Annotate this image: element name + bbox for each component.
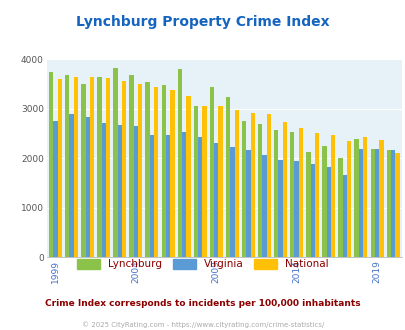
Bar	[186, 96, 190, 257]
Bar	[346, 141, 350, 257]
Bar	[202, 106, 206, 257]
Bar	[246, 150, 250, 257]
Bar	[193, 106, 198, 257]
Bar	[273, 130, 278, 257]
Bar	[342, 175, 346, 257]
Bar	[290, 132, 294, 257]
Bar	[161, 85, 166, 257]
Bar	[250, 113, 254, 257]
Text: Crime Index corresponds to incidents per 100,000 inhabitants: Crime Index corresponds to incidents per…	[45, 299, 360, 308]
Bar	[85, 117, 90, 257]
Bar	[298, 128, 303, 257]
Bar	[145, 82, 149, 257]
Bar	[65, 75, 69, 257]
Bar	[266, 115, 271, 257]
Bar	[326, 167, 330, 257]
Bar	[241, 121, 246, 257]
Bar	[133, 126, 138, 257]
Bar	[390, 150, 394, 257]
Bar	[305, 152, 310, 257]
Bar	[330, 135, 335, 257]
Bar	[58, 79, 62, 257]
Bar	[181, 132, 186, 257]
Bar	[310, 164, 314, 257]
Bar	[230, 147, 234, 257]
Bar	[198, 137, 202, 257]
Bar	[386, 150, 390, 257]
Bar	[354, 139, 358, 257]
Bar	[90, 77, 94, 257]
Bar	[362, 137, 367, 257]
Bar	[69, 115, 74, 257]
Bar	[225, 97, 230, 257]
Bar	[234, 110, 238, 257]
Bar	[149, 135, 154, 257]
Bar	[129, 75, 133, 257]
Bar	[166, 135, 170, 257]
Bar	[370, 149, 374, 257]
Bar	[170, 90, 174, 257]
Bar	[378, 140, 383, 257]
Legend: Lynchburg, Virginia, National: Lynchburg, Virginia, National	[72, 255, 333, 274]
Bar	[122, 81, 126, 257]
Text: © 2025 CityRating.com - https://www.cityrating.com/crime-statistics/: © 2025 CityRating.com - https://www.city…	[82, 322, 323, 328]
Bar	[262, 155, 266, 257]
Bar	[282, 122, 286, 257]
Bar	[106, 78, 110, 257]
Bar	[337, 158, 342, 257]
Bar	[218, 106, 222, 257]
Text: Lynchburg Property Crime Index: Lynchburg Property Crime Index	[76, 15, 329, 29]
Bar	[213, 143, 218, 257]
Bar	[374, 148, 378, 257]
Bar	[81, 84, 85, 257]
Bar	[101, 123, 106, 257]
Bar	[322, 146, 326, 257]
Bar	[49, 72, 53, 257]
Bar	[177, 69, 181, 257]
Bar	[154, 87, 158, 257]
Bar	[394, 153, 399, 257]
Bar	[358, 149, 362, 257]
Bar	[294, 161, 298, 257]
Bar	[209, 87, 213, 257]
Bar	[117, 125, 121, 257]
Bar	[278, 160, 282, 257]
Bar	[314, 133, 318, 257]
Bar	[74, 77, 78, 257]
Bar	[257, 124, 262, 257]
Bar	[53, 121, 58, 257]
Bar	[138, 84, 142, 257]
Bar	[97, 77, 101, 257]
Bar	[113, 68, 117, 257]
